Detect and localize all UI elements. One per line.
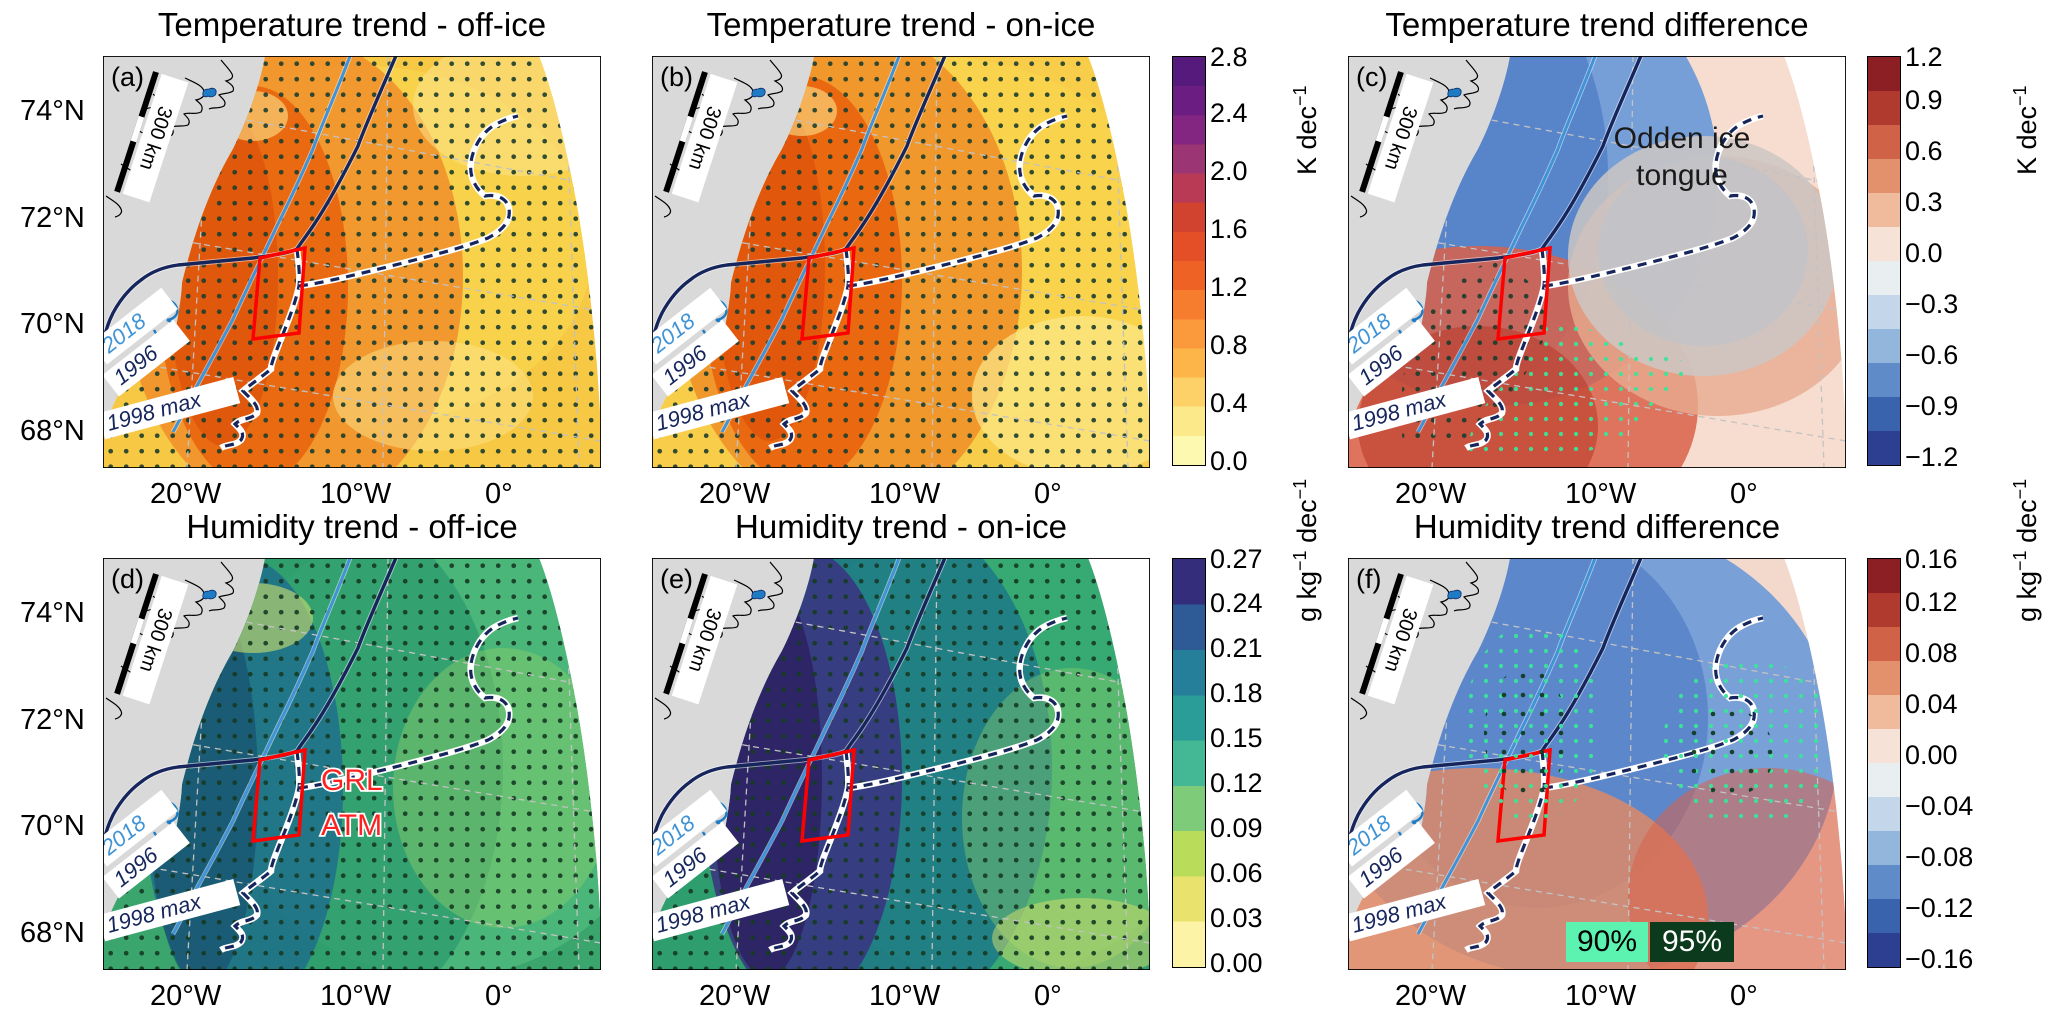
svg-text:(f): (f) [1356, 564, 1381, 594]
svg-text:(e): (e) [660, 564, 693, 594]
svg-text:tongue: tongue [1636, 159, 1728, 192]
svg-text:GRL: GRL [321, 764, 383, 797]
svg-text:(c): (c) [1356, 62, 1387, 92]
svg-text:(b): (b) [660, 62, 693, 92]
svg-text:90%: 90% [1577, 925, 1637, 958]
svg-text:(a): (a) [111, 62, 144, 92]
svg-text:(d): (d) [111, 564, 144, 594]
svg-text:Odden ice: Odden ice [1614, 122, 1751, 155]
svg-text:95%: 95% [1662, 925, 1722, 958]
svg-text:ATM: ATM [321, 809, 382, 842]
